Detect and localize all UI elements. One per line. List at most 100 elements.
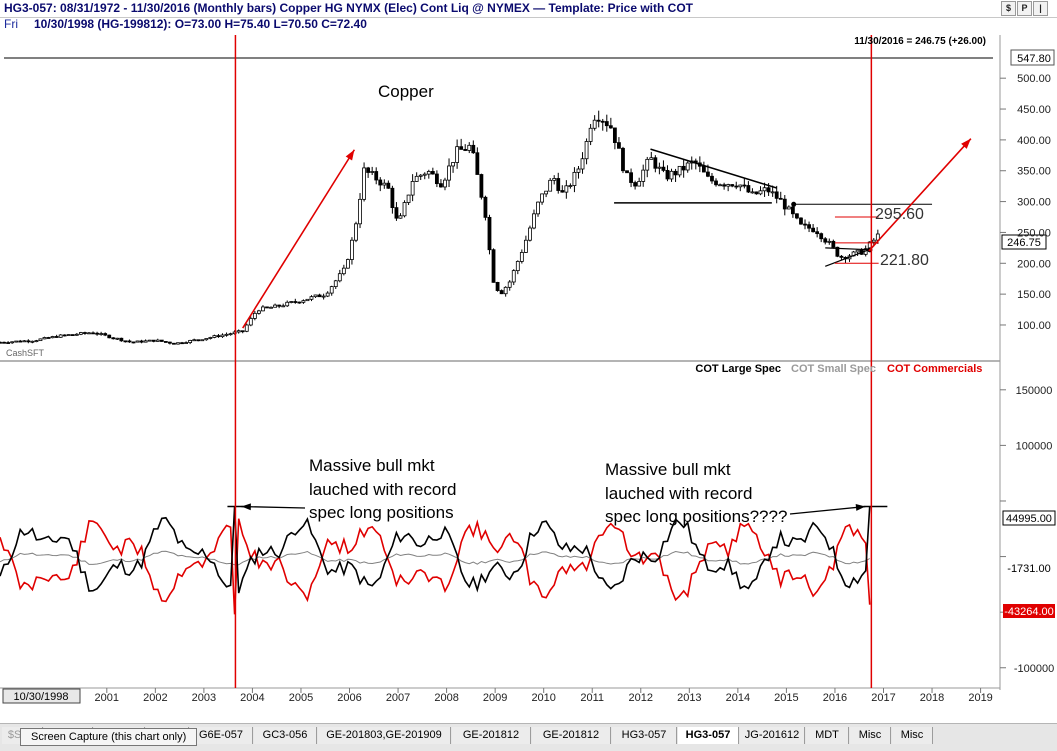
price-candle-body	[823, 238, 828, 243]
price-candle-body	[491, 249, 496, 283]
window-titlebar: HG3-057: 08/31/1972 - 11/30/2016 (Monthl…	[0, 0, 1057, 18]
price-candle-body	[285, 301, 290, 307]
tab-jg-201612[interactable]: JG-201612	[740, 727, 805, 744]
price-candle-body	[426, 171, 431, 175]
price-candle-body	[297, 301, 302, 304]
tab-gc3-056[interactable]: GC3-056	[254, 727, 317, 744]
split-button[interactable]: |	[1033, 1, 1048, 16]
print-button[interactable]: P	[1017, 1, 1032, 16]
price-arrow-head	[345, 149, 355, 161]
price-candle-body	[228, 333, 233, 336]
tab-ge-201803-ge-201909[interactable]: GE-201803,GE-201909	[318, 727, 451, 744]
cot-small-spec-line	[0, 550, 870, 566]
price-candle-body	[382, 182, 387, 186]
year-tick-label: 2003	[192, 692, 216, 704]
price-candle-body	[710, 175, 714, 182]
tab-ge-201812[interactable]: GE-201812	[532, 727, 611, 744]
price-tick-label: 100.00	[1017, 320, 1051, 332]
last-price-box	[1001, 234, 1047, 250]
tab-misc[interactable]: Misc	[850, 727, 891, 744]
chart-area[interactable]: 100.00 150.00 200.00 250.00 300.00 350.00 400.…	[0, 0, 1057, 723]
price-candle-body	[621, 147, 625, 172]
dollar-button[interactable]: $	[1001, 1, 1016, 16]
price-candle-body	[827, 240, 832, 243]
price-candle-body	[390, 187, 395, 209]
last-price-label: 246.75	[1007, 237, 1041, 249]
price-candle-body	[645, 158, 650, 171]
price-candle-body	[507, 281, 512, 288]
price-candle-body	[91, 332, 95, 335]
cot-tick-label: 100000	[1016, 440, 1053, 452]
tab-mdt[interactable]: MDT	[806, 727, 849, 744]
price-candle-body	[455, 146, 460, 163]
price-tick-label: 200.00	[1017, 258, 1051, 270]
price-candle-body	[321, 295, 326, 298]
annotation-right-line-2: lauched with record	[605, 484, 752, 503]
price-candle-body	[617, 142, 621, 149]
tab-ge-201812[interactable]: GE-201812	[452, 727, 531, 744]
price-candle-body	[256, 310, 261, 314]
price-candle-body	[799, 217, 803, 225]
quote-bar: Fri 10/30/1998 (HG-199812): O=73.00 H=75…	[0, 17, 1057, 31]
price-candle-body	[0, 341, 2, 344]
price-arrow-head	[961, 138, 971, 149]
price-candle-body	[572, 171, 577, 186]
price-candle-body	[305, 298, 310, 302]
large-spec-last-box	[1002, 510, 1056, 526]
annotation-left-line-2: lauched with record	[309, 480, 456, 499]
tab-hg3-057[interactable]: HG3-057	[612, 727, 677, 744]
price-candle-body	[83, 332, 87, 334]
price-candle-body	[18, 340, 23, 343]
price-candle-body	[701, 165, 706, 173]
price-candle-body	[362, 167, 366, 200]
price-candle-body	[208, 337, 213, 339]
price-candle-body	[50, 336, 55, 339]
year-tick-label: 2016	[823, 692, 847, 704]
price-candle-body	[479, 174, 484, 198]
price-candle-body	[2, 341, 6, 344]
cot-tick-label: 150000	[1016, 385, 1053, 397]
quote-text: 10/30/1998 (HG-199812): O=73.00 H=75.40 …	[34, 17, 367, 31]
large-spec-last-label: 44995.00	[1006, 513, 1052, 525]
price-candle-body	[540, 193, 544, 203]
price-candle-body	[669, 170, 674, 180]
year-tick-label: 2005	[289, 692, 313, 704]
price-candle-body	[135, 340, 140, 343]
date-box-label: 10/30/1998	[13, 691, 68, 703]
price-candle-body	[673, 170, 678, 176]
price-candle-body	[103, 333, 108, 336]
tab-misc[interactable]: Misc	[892, 727, 933, 744]
price-candle-body	[155, 339, 160, 342]
annotation-left-line-1: Massive bull mkt	[309, 456, 435, 475]
year-tick-label: 2017	[871, 692, 895, 704]
price-candle-body	[252, 312, 257, 319]
price-candle-body	[394, 207, 399, 219]
date-box	[2, 688, 81, 704]
price-candle-body	[608, 125, 613, 129]
price-candle-body	[681, 165, 686, 171]
year-tick-label: 2011	[580, 692, 604, 704]
price-candle-body	[495, 281, 500, 291]
tab-g6e-057[interactable]: G6E-057	[190, 727, 253, 744]
price-candle-body	[265, 306, 269, 309]
price-candle-body	[46, 337, 51, 339]
price-candle-body	[147, 339, 152, 342]
quote-day: Fri	[4, 17, 18, 31]
price-candle-body	[354, 223, 358, 241]
price-candle-body	[176, 342, 180, 345]
price-tick-label: 150.00	[1017, 289, 1051, 301]
price-candle-body	[487, 216, 492, 251]
price-candle-body	[62, 334, 67, 337]
price-candle-body	[471, 144, 476, 154]
price-candle-body	[754, 191, 759, 195]
price-candle-body	[74, 333, 79, 336]
chart-title: Copper	[378, 82, 434, 101]
price-candle-body	[750, 191, 755, 194]
price-candle-body	[774, 191, 779, 199]
price-candle-body	[188, 339, 193, 343]
price-candle-body	[14, 340, 19, 343]
tab-hg3-057[interactable]: HG3-057	[678, 727, 739, 744]
price-candle-body	[378, 179, 383, 186]
price-arrow-line	[868, 138, 972, 252]
price-candle-body	[600, 120, 605, 123]
